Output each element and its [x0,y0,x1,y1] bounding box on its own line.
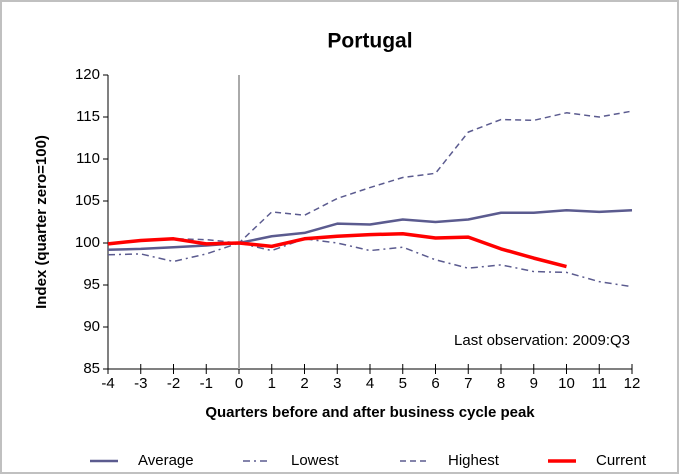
x-tick-label: -3 [134,375,147,392]
x-tick-label: 10 [558,375,575,392]
x-axis-label: Quarters before and after business cycle… [205,404,535,421]
y-axis-label: Index (quarter zero=100) [33,135,50,309]
x-tick-label: 7 [464,375,472,392]
chart-title: Portugal [327,30,412,53]
y-tick-label: 120 [75,66,100,83]
x-tick-label: 3 [333,375,341,392]
legend-label: Average [138,452,194,469]
y-tick-label: 110 [76,150,100,167]
series-line [107,232,567,269]
x-tick-label: -1 [200,375,213,392]
legend-label: Current [596,452,647,469]
legend-label: Lowest [291,452,339,469]
x-tick-label: 1 [268,375,276,392]
x-tick-label: 5 [399,375,407,392]
y-tick-label: 105 [75,192,100,209]
x-tick-label: -2 [167,375,180,392]
y-tick-label: 90 [83,318,100,335]
x-tick-label: 0 [235,375,243,392]
x-tick-label: 8 [497,375,505,392]
legend-label: Highest [448,452,500,469]
series-line [107,238,633,288]
x-tick-label: -4 [101,375,114,392]
annotation: Last observation: 2009:Q3 [454,332,630,349]
x-tick-label: 4 [366,375,374,392]
x-tick-label: 9 [530,375,538,392]
y-tick-label: 100 [75,234,100,251]
x-tick-label: 11 [591,375,607,392]
y-tick-label: 85 [83,360,100,377]
y-tick-label: 95 [83,276,100,293]
x-tick-label: 2 [300,375,308,392]
series-line [107,110,633,246]
x-tick-label: 6 [431,375,439,392]
series-line [107,208,633,251]
x-tick-label: 12 [624,375,641,392]
y-tick-label: 115 [76,108,100,125]
